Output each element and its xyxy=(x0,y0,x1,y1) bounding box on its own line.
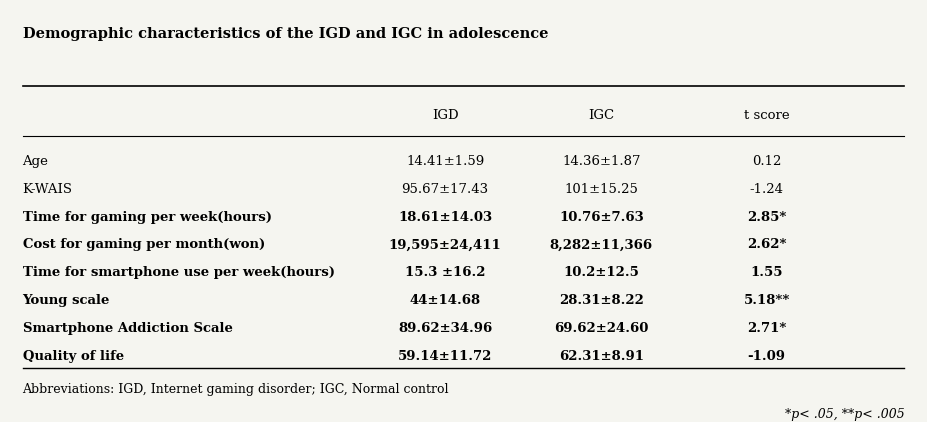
Text: Young scale: Young scale xyxy=(22,294,110,307)
Text: 2.62*: 2.62* xyxy=(747,238,786,252)
Text: 8,282±11,366: 8,282±11,366 xyxy=(550,238,653,252)
Text: Demographic characteristics of the IGD and IGC in adolescence: Demographic characteristics of the IGD a… xyxy=(22,27,548,41)
Text: 2.71*: 2.71* xyxy=(747,322,786,335)
Text: 101±15.25: 101±15.25 xyxy=(565,183,638,196)
Text: 1.55: 1.55 xyxy=(751,266,783,279)
Text: 44±14.68: 44±14.68 xyxy=(410,294,481,307)
Text: 19,595±24,411: 19,595±24,411 xyxy=(388,238,502,252)
Text: 89.62±34.96: 89.62±34.96 xyxy=(398,322,492,335)
Text: Abbreviations: IGD, Internet gaming disorder; IGC, Normal control: Abbreviations: IGD, Internet gaming diso… xyxy=(22,383,449,396)
Text: Time for gaming per week(hours): Time for gaming per week(hours) xyxy=(22,211,272,224)
Text: Cost for gaming per month(won): Cost for gaming per month(won) xyxy=(22,238,265,252)
Text: IGD: IGD xyxy=(432,109,459,122)
Text: 95.67±17.43: 95.67±17.43 xyxy=(401,183,489,196)
Text: 62.31±8.91: 62.31±8.91 xyxy=(559,350,643,363)
Text: t score: t score xyxy=(743,109,790,122)
Text: Quality of life: Quality of life xyxy=(22,350,123,363)
Text: K-WAIS: K-WAIS xyxy=(22,183,72,196)
Text: 2.85*: 2.85* xyxy=(747,211,786,224)
Text: 10.2±12.5: 10.2±12.5 xyxy=(564,266,640,279)
Text: 15.3 ±16.2: 15.3 ±16.2 xyxy=(405,266,486,279)
Text: Time for smartphone use per week(hours): Time for smartphone use per week(hours) xyxy=(22,266,335,279)
Text: 5.18**: 5.18** xyxy=(743,294,790,307)
Text: 10.76±7.63: 10.76±7.63 xyxy=(559,211,643,224)
Text: 28.31±8.22: 28.31±8.22 xyxy=(559,294,643,307)
Text: *p< .05, **p< .005: *p< .05, **p< .005 xyxy=(785,408,905,421)
Text: 18.61±14.03: 18.61±14.03 xyxy=(398,211,492,224)
Text: Age: Age xyxy=(22,155,48,168)
Text: Smartphone Addiction Scale: Smartphone Addiction Scale xyxy=(22,322,233,335)
Text: IGC: IGC xyxy=(589,109,615,122)
Text: -1.24: -1.24 xyxy=(750,183,783,196)
Text: 69.62±24.60: 69.62±24.60 xyxy=(554,322,649,335)
Text: 14.41±1.59: 14.41±1.59 xyxy=(406,155,484,168)
Text: 14.36±1.87: 14.36±1.87 xyxy=(562,155,641,168)
Text: 0.12: 0.12 xyxy=(752,155,781,168)
Text: 59.14±11.72: 59.14±11.72 xyxy=(398,350,492,363)
Text: -1.09: -1.09 xyxy=(748,350,786,363)
